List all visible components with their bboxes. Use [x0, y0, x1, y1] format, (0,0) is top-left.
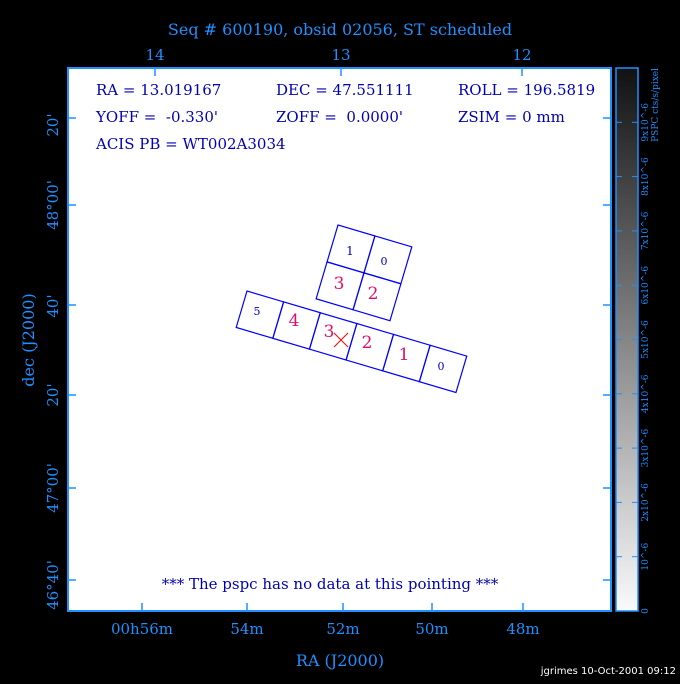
colorbar-ticks — [616, 121, 638, 612]
chip-label-i1: 1 — [346, 244, 354, 258]
chip-label-s2: 2 — [362, 333, 373, 353]
plot-title: Seq # 600190, obsid 02056, ST scheduled — [168, 20, 512, 39]
roll-readout: ROLL = 196.5819 — [458, 81, 595, 99]
colorbar-label: PSPC cts/s/pixel — [651, 68, 661, 142]
colorbar-tick-label: 5x10^-6 — [641, 320, 651, 359]
dec-readout: DEC = 47.551111 — [276, 81, 414, 99]
credit-line: jgrimes 10-Oct-2001 09:12 — [540, 666, 676, 677]
ra-readout: RA = 13.019167 — [96, 81, 221, 99]
x-tick-label: 54m — [230, 620, 263, 638]
chip-label-i0: 0 — [381, 255, 388, 268]
x-tick-label: 00h56m — [111, 620, 173, 638]
y-tick-label: 20' — [44, 383, 62, 406]
chip-label-i2: 2 — [368, 284, 379, 304]
axis-ticks — [68, 68, 611, 611]
y-axis-label: dec (J2000) — [19, 293, 38, 386]
x-tick-label: 48m — [506, 620, 539, 638]
top-tick-label: 13 — [331, 46, 350, 64]
y-tick-label: 40' — [44, 294, 62, 317]
acis-pb-readout: ACIS PB = WT002A3034 — [95, 135, 286, 153]
colorbar-tick-label: 7x10^-6 — [641, 211, 651, 250]
chip-label-s0: 0 — [438, 360, 445, 373]
y-tick-label: 46°40' — [44, 560, 62, 610]
chip-label-s1: 1 — [399, 345, 410, 365]
x-tick-label: 52m — [326, 620, 359, 638]
aimpoint-marker — [333, 332, 349, 348]
top-tick-label: 12 — [512, 46, 531, 64]
colorbar-tick-label: 10^-6 — [641, 543, 651, 571]
zoff-readout: ZOFF = 0.0000' — [276, 108, 403, 126]
plot-area — [67, 67, 612, 612]
y-tick-label: 20' — [44, 113, 62, 136]
no-data-message: *** The pspc has no data at this pointin… — [162, 575, 499, 593]
zsim-readout: ZSIM = 0 mm — [458, 108, 565, 126]
top-tick-label: 14 — [145, 46, 164, 64]
x-axis-label: RA (J2000) — [296, 651, 384, 670]
yoff-readout: YOFF = -0.330' — [95, 108, 218, 126]
chip-label-i3: 3 — [334, 274, 345, 294]
colorbar-tick-label: 0 — [641, 608, 651, 614]
chip-label-s3: 3 — [324, 322, 335, 342]
colorbar-tick-label: 8x10^-6 — [641, 157, 651, 196]
y-tick-label: 47°00' — [44, 463, 62, 513]
x-tick-label: 50m — [415, 620, 448, 638]
y-tick-label: 48°00' — [44, 180, 62, 230]
colorbar-tick-label: 6x10^-6 — [641, 266, 651, 305]
chip-label-s5: 5 — [254, 305, 261, 318]
acis-s-array — [235, 290, 468, 394]
colorbar-tick-label: 2x10^-6 — [641, 483, 651, 522]
acis-i-array — [315, 224, 413, 322]
colorbar-tick-label: 4x10^-6 — [641, 374, 651, 413]
colorbar-tick-label: 3x10^-6 — [641, 429, 651, 468]
colorbar-tick-label: 9x10^-6 — [641, 103, 651, 142]
chip-label-s4: 4 — [289, 311, 300, 331]
